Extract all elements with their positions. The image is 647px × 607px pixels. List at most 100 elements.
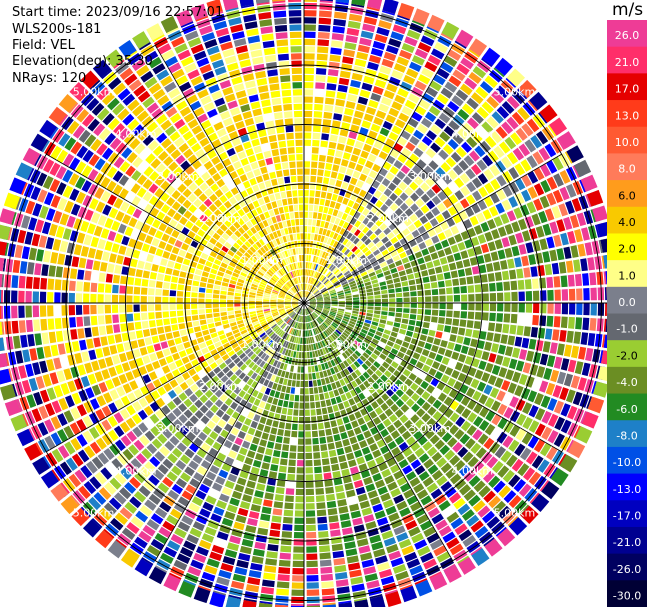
radar-gate <box>162 304 169 311</box>
radar-gate <box>249 289 257 293</box>
radar-gate <box>436 427 447 438</box>
radar-gate <box>438 310 446 317</box>
radar-gate <box>337 337 344 344</box>
radar-gate <box>251 283 258 288</box>
radar-gate <box>274 494 284 502</box>
radar-gate <box>324 221 330 229</box>
radar-gate <box>417 257 425 265</box>
radar-gate <box>316 296 323 299</box>
radar-gate <box>205 177 215 187</box>
radar-gate <box>371 338 379 345</box>
radar-gate <box>341 320 348 325</box>
radar-gate <box>387 284 395 289</box>
radar-gate <box>528 338 537 350</box>
radar-gate <box>549 221 559 234</box>
radar-gate <box>525 242 534 254</box>
radar-gate <box>5 258 14 273</box>
radar-gate <box>285 234 291 242</box>
radar-gate <box>495 202 505 214</box>
radar-gate <box>200 95 212 106</box>
radar-gate <box>324 170 331 178</box>
radar-gate <box>351 245 358 253</box>
radar-gate <box>234 300 241 303</box>
radar-gate <box>327 286 334 291</box>
radar-gate <box>350 510 362 519</box>
radar-gate <box>424 501 437 512</box>
radar-gate <box>306 582 319 589</box>
radar-gate <box>142 270 150 279</box>
radar-gate <box>312 125 321 133</box>
radar-gate <box>100 190 111 203</box>
radar-gate <box>308 307 313 312</box>
radar-gate <box>291 271 296 278</box>
radar-gate <box>531 455 544 469</box>
radar-gate <box>389 374 398 383</box>
radar-gate <box>366 368 374 376</box>
radar-gate <box>363 261 371 268</box>
radar-gate <box>304 247 307 254</box>
radar-gate <box>258 182 266 190</box>
radar-gate <box>131 196 141 207</box>
radar-gate <box>528 471 541 486</box>
radar-gate <box>427 395 437 405</box>
radar-gate <box>327 284 334 289</box>
radar-gate <box>442 106 455 118</box>
radar-gate <box>50 251 59 264</box>
radar-gate <box>383 51 397 62</box>
radar-gate <box>239 235 247 243</box>
radar-gate <box>475 303 482 311</box>
radar-gate <box>272 239 278 247</box>
radar-gate <box>214 280 222 286</box>
radar-gate <box>304 337 307 344</box>
radar-gate <box>345 303 353 306</box>
radar-gate <box>431 235 440 244</box>
radar-gate <box>459 484 472 496</box>
radar-gate <box>306 291 309 298</box>
radar-gate <box>420 495 433 506</box>
radar-gate <box>248 154 257 163</box>
radar-gate <box>318 538 330 546</box>
radar-gate <box>558 203 569 217</box>
radar-gate <box>442 186 453 197</box>
radar-gate <box>309 304 316 307</box>
radar-gate <box>96 143 108 156</box>
radar-gate <box>182 188 192 198</box>
radar-gate <box>51 469 61 482</box>
radar-gate <box>391 272 399 279</box>
radar-gate <box>51 448 64 463</box>
radar-gate <box>360 328 368 335</box>
radar-gate <box>163 546 178 558</box>
radar-gate <box>125 462 137 475</box>
radar-gate <box>369 410 378 419</box>
radar-gate <box>71 453 84 467</box>
radar-gate <box>271 178 278 186</box>
radar-gate <box>411 403 421 413</box>
radar-gate <box>97 452 110 465</box>
radar-gate <box>331 463 340 472</box>
radar-gate <box>603 334 607 349</box>
radar-gate <box>343 49 356 58</box>
radar-gate <box>393 370 402 378</box>
radar-gate <box>262 499 273 507</box>
radar-gate <box>391 125 403 135</box>
radar-gate <box>198 193 208 203</box>
radar-gate <box>414 539 428 550</box>
radar-gate <box>55 266 64 278</box>
radar-gate <box>429 434 440 445</box>
radar-gate <box>268 471 278 479</box>
radar-gate <box>130 457 142 470</box>
radar-gate <box>390 31 404 42</box>
radar-gate <box>293 531 304 539</box>
radar-gate <box>304 31 316 39</box>
radar-gate <box>579 393 590 408</box>
radar-gate <box>324 330 330 336</box>
radar-gate <box>197 431 208 441</box>
radar-gate <box>247 350 254 358</box>
radar-gate <box>248 511 260 520</box>
radar-gate <box>229 383 237 391</box>
radar-gate <box>64 137 77 151</box>
radar-gate <box>291 582 304 589</box>
radar-gate <box>327 272 333 279</box>
radar-gate <box>394 217 403 226</box>
radar-gate <box>233 202 242 211</box>
